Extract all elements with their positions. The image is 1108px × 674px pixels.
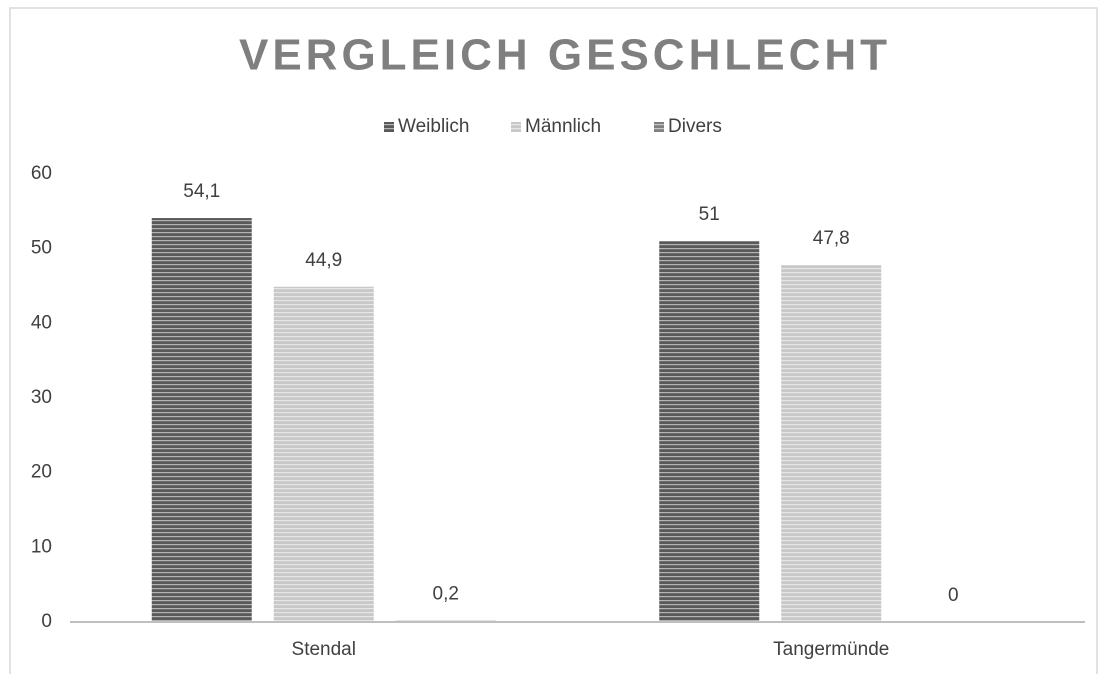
chart-border [9, 7, 1098, 674]
legend-swatch [654, 122, 664, 132]
value-label: 0 [948, 585, 959, 606]
x-tick-label: Tangermünde [773, 639, 889, 660]
bar [151, 218, 252, 622]
y-tick-label: 0 [41, 611, 52, 632]
value-label: 0,2 [433, 584, 459, 605]
y-tick-label: 60 [31, 163, 52, 184]
legend-label: Weiblich [398, 116, 469, 137]
y-tick-label: 20 [31, 462, 52, 483]
y-tick-label: 50 [31, 238, 52, 259]
y-tick-label: 40 [31, 312, 52, 333]
value-label: 44,9 [305, 250, 342, 271]
bar [781, 265, 882, 622]
y-tick-label: 30 [31, 387, 52, 408]
y-tick-label: 10 [31, 536, 52, 557]
x-tick-label: Stendal [292, 639, 356, 660]
value-label: 51 [699, 204, 720, 225]
legend-swatch [511, 122, 521, 132]
legend-swatch [384, 122, 394, 132]
legend-label: Divers [668, 116, 722, 137]
value-label: 47,8 [813, 228, 850, 249]
chart-title: VERGLEICH GESCHLECHT [239, 31, 891, 80]
bar [659, 241, 760, 622]
value-label: 54,1 [183, 181, 220, 202]
legend-label: Männlich [525, 116, 601, 137]
bar [273, 286, 374, 622]
